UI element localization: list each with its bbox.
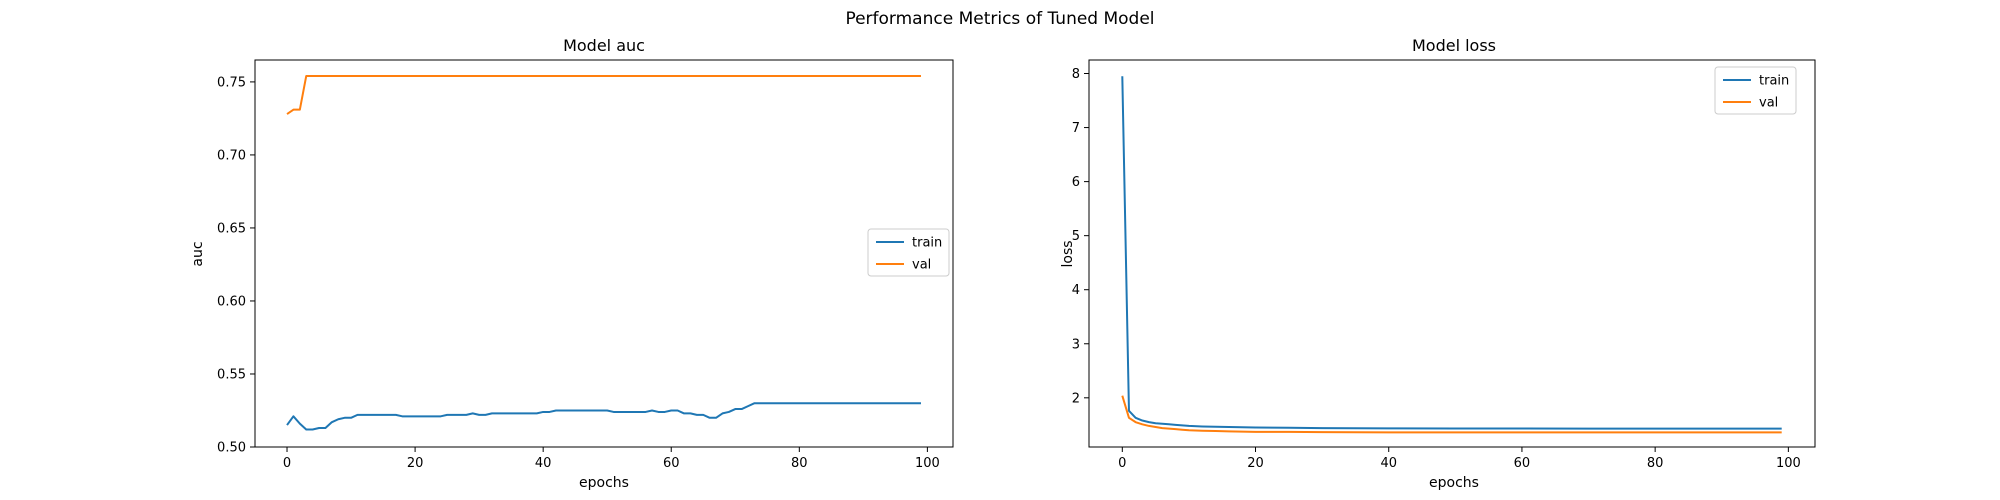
loss-y-tick-label: 5	[1072, 229, 1080, 244]
loss-y-axis-label: loss	[1060, 240, 1076, 267]
figure-title: Performance Metrics of Tuned Model	[845, 9, 1154, 29]
auc-plot-area: 0 20 40 60 80 100 0.50 0.55 0.60 0.65 0.70 0.75 trai…	[217, 59, 954, 471]
auc-legend-val-label: val	[912, 258, 931, 273]
loss-x-tick-label: 80	[1647, 456, 1664, 471]
auc-axes-frame	[254, 59, 954, 448]
loss-chart-title: Model loss	[1412, 36, 1496, 55]
auc-x-tick-label: 40	[535, 456, 552, 471]
auc-chart: Model auc epochs auc	[190, 36, 645, 491]
loss-axes-frame	[1088, 59, 1816, 448]
auc-y-tick-label: 0.75	[217, 75, 246, 90]
auc-y-tick-label: 0.55	[217, 367, 246, 382]
auc-y-tick-label: 0.50	[217, 441, 246, 456]
auc-y-axis-label: auc	[190, 241, 206, 266]
loss-series-train-line	[1121, 76, 1782, 430]
loss-y-tick-label: 4	[1072, 283, 1080, 298]
auc-x-tick-label: 100	[915, 456, 940, 471]
auc-legend: train val	[867, 228, 950, 277]
loss-y-tick-label: 8	[1072, 67, 1080, 82]
loss-x-axis-label: epochs	[1429, 475, 1479, 491]
loss-legend: train val	[1714, 66, 1797, 115]
auc-x-tick-label: 60	[663, 456, 680, 471]
loss-y-tick-label: 3	[1072, 337, 1080, 352]
loss-chart: Model loss epochs loss	[1060, 36, 1496, 491]
loss-x-tick-label: 100	[1776, 456, 1801, 471]
loss-y-tick-label: 6	[1072, 175, 1080, 190]
loss-x-tick-label: 0	[1118, 456, 1126, 471]
auc-y-tick-label: 0.60	[217, 294, 246, 309]
auc-x-tick-label: 20	[407, 456, 424, 471]
auc-series-train-line	[286, 402, 921, 431]
loss-x-tick-label: 20	[1247, 456, 1264, 471]
loss-legend-train-label: train	[1759, 74, 1789, 89]
auc-x-tick-label: 80	[791, 456, 808, 471]
auc-y-tick-label: 0.70	[217, 148, 246, 163]
loss-x-tick-label: 60	[1514, 456, 1531, 471]
loss-y-tick-label: 2	[1072, 391, 1080, 406]
loss-x-tick-label: 40	[1380, 456, 1397, 471]
loss-legend-val-label: val	[1759, 96, 1778, 111]
loss-plot-area: 0 20 40 60 80 100 2 3 4 5 6 7 8 train val	[1072, 59, 1816, 471]
loss-y-tick-label: 7	[1072, 121, 1080, 136]
auc-legend-train-label: train	[912, 236, 942, 251]
auc-series-val-line	[286, 75, 921, 115]
loss-series-val-line	[1121, 395, 1782, 434]
auc-x-axis-label: epochs	[579, 475, 629, 491]
auc-chart-title: Model auc	[563, 36, 645, 55]
auc-y-tick-label: 0.65	[217, 221, 246, 236]
auc-x-tick-label: 0	[283, 456, 291, 471]
